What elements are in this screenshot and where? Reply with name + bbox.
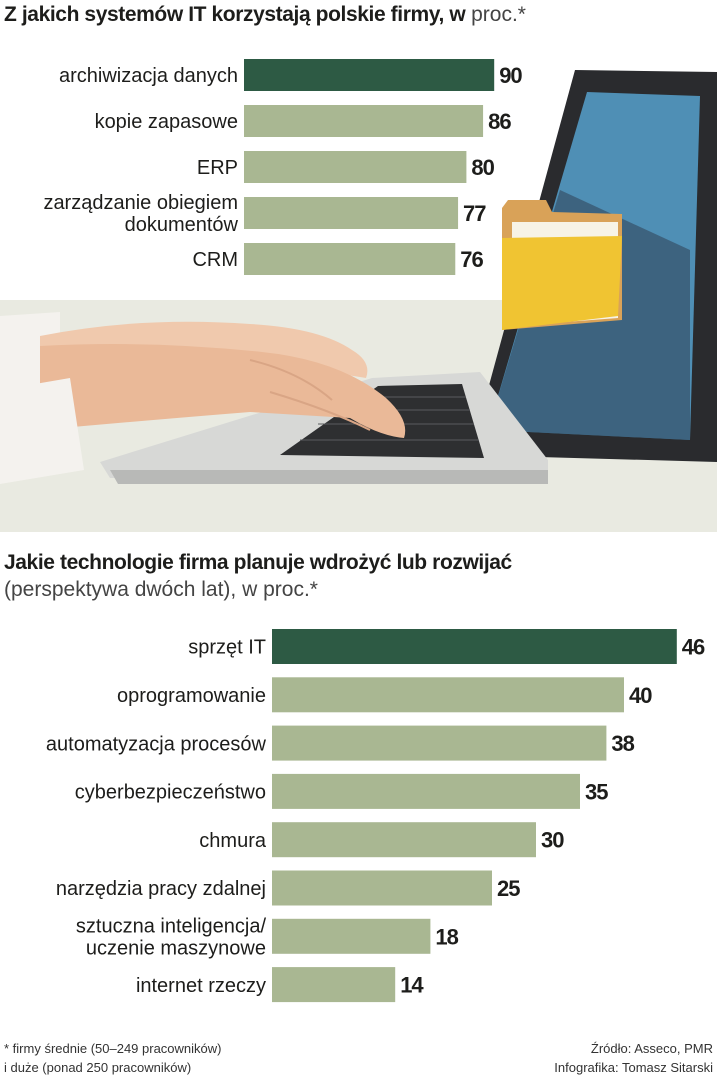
laptop-base-edge (110, 470, 548, 484)
source-text: Źródło: Asseco, PMR (590, 1041, 713, 1056)
laptop-illustration (0, 70, 717, 484)
chart2-title: Jakie technologie firma planuje wdrożyć … (4, 549, 716, 603)
value-label: 38 (611, 731, 634, 756)
category-label: archiwizacja danych (59, 65, 238, 87)
category-label: uczenie maszynowe (86, 938, 266, 960)
bar (272, 629, 677, 664)
category-label: CRM (192, 249, 238, 271)
value-label: 90 (499, 63, 522, 88)
category-label: sztuczna inteligencja/ (76, 916, 267, 938)
category-label: ERP (197, 157, 238, 179)
footnote-line-2: i duże (ponad 250 pracowników) (4, 1060, 192, 1075)
category-label: cyberbezpieczeństwo (75, 782, 266, 804)
value-label: 86 (488, 109, 511, 134)
value-label: 25 (497, 876, 520, 901)
value-label: 14 (400, 973, 424, 998)
bar (244, 59, 495, 91)
value-label: 77 (463, 201, 486, 226)
chart1: 90 archiwizacja danych 86 kopie zapasowe 80 E… (43, 59, 523, 275)
footnote-line-1: * firmy średnie (50–249 pracowników) (4, 1041, 222, 1056)
bar (244, 243, 456, 275)
bar (272, 822, 536, 858)
category-label: oprogramowanie (117, 685, 266, 707)
bar (272, 773, 580, 809)
chart1-title: Z jakich systemów IT korzystają polskie … (4, 2, 716, 28)
credits: Źródło: Asseco, PMR Infografika: Tomasz … (383, 1039, 713, 1077)
category-label: dokumentów (125, 214, 239, 236)
bar (272, 967, 396, 1003)
category-label: narzędzia pracy zdalnej (56, 878, 266, 900)
chart2-title-bold: Jakie technologie firma planuje wdrożyć … (4, 551, 512, 574)
value-label: 18 (435, 924, 458, 949)
bar (272, 677, 624, 713)
value-label: 30 (541, 828, 564, 853)
footnote: * firmy średnie (50–249 pracowników) i d… (4, 1039, 334, 1077)
category-label: automatyzacja procesów (46, 733, 267, 755)
category-label: sprzęt IT (188, 637, 266, 659)
category-label: zarządzanie obiegiem (43, 192, 238, 214)
chart1-title-normal: proc.* (471, 3, 526, 26)
value-label: 76 (460, 247, 483, 272)
typing-hands (0, 312, 406, 484)
chart2-title-normal: (perspektywa dwóch lat), w proc.* (4, 578, 318, 601)
bar (272, 725, 607, 761)
category-label: kopie zapasowe (95, 111, 238, 133)
bar (272, 918, 431, 954)
value-label: 35 (585, 779, 608, 804)
value-label: 80 (471, 155, 494, 180)
category-label: chmura (199, 830, 267, 852)
bar (244, 105, 484, 137)
bar (244, 151, 467, 183)
folder-icon (502, 200, 622, 330)
category-label: internet rzeczy (136, 975, 266, 997)
value-label: 46 (682, 635, 705, 660)
bar (244, 197, 459, 229)
value-label: 40 (629, 683, 652, 708)
chart1-title-bold: Z jakich systemów IT korzystają polskie … (4, 3, 466, 26)
chart2: 46 sprzęt IT 40 oprogramowanie 38 automatyzac… (46, 629, 706, 1003)
credit-text: Infografika: Tomasz Sitarski (554, 1060, 713, 1075)
bar (272, 870, 492, 906)
